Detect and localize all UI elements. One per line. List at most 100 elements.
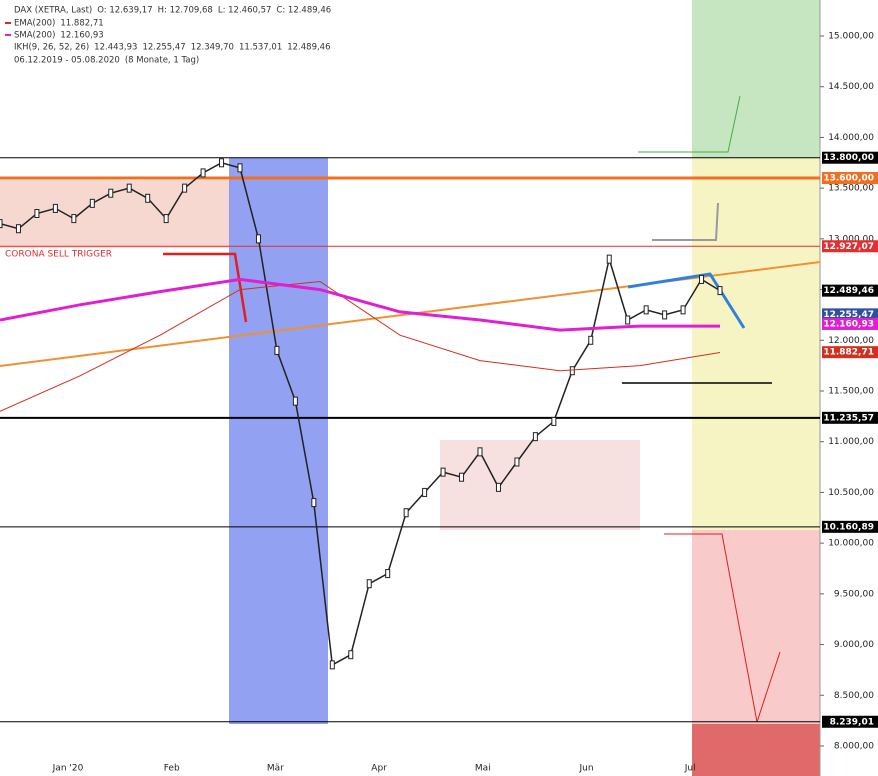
candle [292,396,298,406]
legend-text: DAX (XETRA, Last) [14,6,92,16]
legend-text: 06.12.2019 - 05.08.2020 [14,56,120,66]
candle [145,193,151,203]
y-tick-label: 8.500,00 [834,691,874,701]
candle [237,163,243,173]
crash-zone [229,158,328,724]
series-line [0,161,721,667]
level-label: 12.927,07 [823,242,874,252]
candle [403,508,409,518]
candle [255,234,261,244]
red-zone [692,530,820,724]
x-tick-label: Apr [371,764,387,774]
legend-text: C: 12.489,46 [276,6,331,16]
legend-text: 12.160,93 [60,31,103,41]
candle [34,209,40,218]
x-tick-label: Jun [578,764,593,774]
candle [569,366,575,376]
candle [219,158,225,168]
arrow [638,95,741,153]
y-tick-label: 11.000,00 [828,437,874,447]
level-box [822,411,878,424]
candle [89,198,95,208]
candle [699,274,705,284]
legend-text: 11.882,71 [60,19,103,29]
y-tick-label: 11.500,00 [828,387,874,397]
y-tick-label: 9.000,00 [834,640,874,650]
series-line [0,277,720,332]
legend-text: 12.489,46 [287,43,330,53]
legend-text: 12.255,47 [142,43,185,53]
legend: DAX (XETRA, Last) O: 12.639,17 H: 12.709,6… [5,6,331,66]
level-box [822,151,878,164]
candle [662,310,668,320]
level-label: 11.882,71 [823,348,874,358]
candle [588,335,594,345]
legend-text: H: 12.709,68 [158,6,213,16]
legend-text: 12.349,70 [191,43,234,53]
x-tick-label: Jan '20 [52,764,84,774]
level-box [822,308,878,321]
candle [0,219,3,229]
x-tick-label: Feb [164,764,180,774]
y-tick-label: 12.000,00 [828,336,874,346]
level-box [822,346,878,359]
candle [52,203,58,213]
y-tick-label: 14.000,00 [828,133,874,143]
level-label: 8.239,01 [830,717,874,727]
candle [71,214,77,224]
y-tick-label: 14.500,00 [828,82,874,92]
level-label: 12.160,93 [823,319,874,329]
y-tick-label: 13.500,00 [828,184,874,194]
candle [422,487,428,497]
candle [477,447,483,457]
legend-text: SMA(200) [14,31,55,41]
candle [717,286,723,296]
candle [459,472,465,482]
candle [606,254,612,264]
y-tick-label: 15.000,00 [828,32,874,42]
candle [163,214,169,224]
level-label: 12.255,47 [823,310,874,320]
candle [385,569,391,579]
candle [348,650,354,660]
candle [625,315,631,325]
candle [108,188,114,198]
candle [440,467,446,477]
level-box [822,172,878,184]
level-box [822,715,878,728]
candle [514,457,520,467]
legend-text: O: 12.639,17 [97,6,152,16]
x-tick-label: Mär [267,764,284,774]
level-box [822,240,878,253]
level-label: 11.235,57 [823,413,874,423]
level-box [822,284,878,297]
yellow-zone [692,158,820,530]
candle [329,660,335,670]
cloud-zone [440,440,640,530]
x-tick-label: Jul [684,764,696,774]
candle [311,498,317,508]
arrow [163,252,248,323]
candle [182,183,188,193]
candle [200,168,206,178]
x-tick-label: Mai [475,764,491,774]
level-label: 10.160,89 [823,522,874,532]
candle [643,305,649,315]
green-zone [692,0,820,158]
candle [680,305,686,315]
candle [532,432,538,442]
candle [366,579,372,589]
candle [126,183,132,193]
level-box [822,317,878,330]
legend-text: IKH(9, 26, 52, 26) [14,43,89,53]
legend-text: EMA(200) [14,19,55,29]
level-box [822,520,878,533]
legend-text: 12.443,93 [94,43,137,53]
dark-red-zone [692,724,820,776]
y-tick-label: 8.000,00 [834,742,874,752]
candle [274,345,280,355]
arrow [627,272,746,329]
legend-text: L: 12.460,57 [218,6,272,16]
level-label: 13.600,00 [823,174,874,184]
